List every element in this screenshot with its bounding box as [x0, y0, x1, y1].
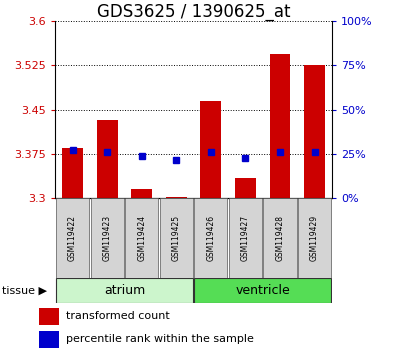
Bar [125, 198, 158, 278]
Text: ventricle: ventricle [235, 284, 290, 297]
Text: GSM119427: GSM119427 [241, 215, 250, 261]
Title: GDS3625 / 1390625_at: GDS3625 / 1390625_at [97, 3, 290, 21]
Bar [201, 101, 221, 198]
Text: GSM119423: GSM119423 [103, 215, 112, 261]
Text: GSM119428: GSM119428 [275, 215, 284, 261]
Bar [90, 198, 124, 278]
Bar [304, 65, 325, 198]
Text: tissue ▶: tissue ▶ [2, 285, 47, 295]
Bar [39, 308, 59, 325]
Bar [97, 120, 118, 198]
Bar [263, 198, 297, 278]
Bar [229, 198, 262, 278]
Text: GSM119426: GSM119426 [206, 215, 215, 261]
Text: atrium: atrium [104, 284, 145, 297]
Text: percentile rank within the sample: percentile rank within the sample [66, 335, 254, 344]
Bar [194, 278, 331, 303]
Bar [56, 278, 193, 303]
Text: transformed count: transformed count [66, 312, 170, 321]
Text: GSM119424: GSM119424 [137, 215, 146, 261]
Bar [131, 189, 152, 198]
Text: GSM119422: GSM119422 [68, 215, 77, 261]
Bar [166, 197, 187, 198]
Text: GSM119429: GSM119429 [310, 215, 319, 261]
Text: GSM119425: GSM119425 [172, 215, 181, 261]
Bar [160, 198, 193, 278]
Bar [56, 198, 89, 278]
Bar [235, 178, 256, 198]
Bar [269, 54, 290, 198]
Bar [298, 198, 331, 278]
Bar [194, 198, 228, 278]
Bar [62, 148, 83, 198]
Bar [39, 331, 59, 348]
